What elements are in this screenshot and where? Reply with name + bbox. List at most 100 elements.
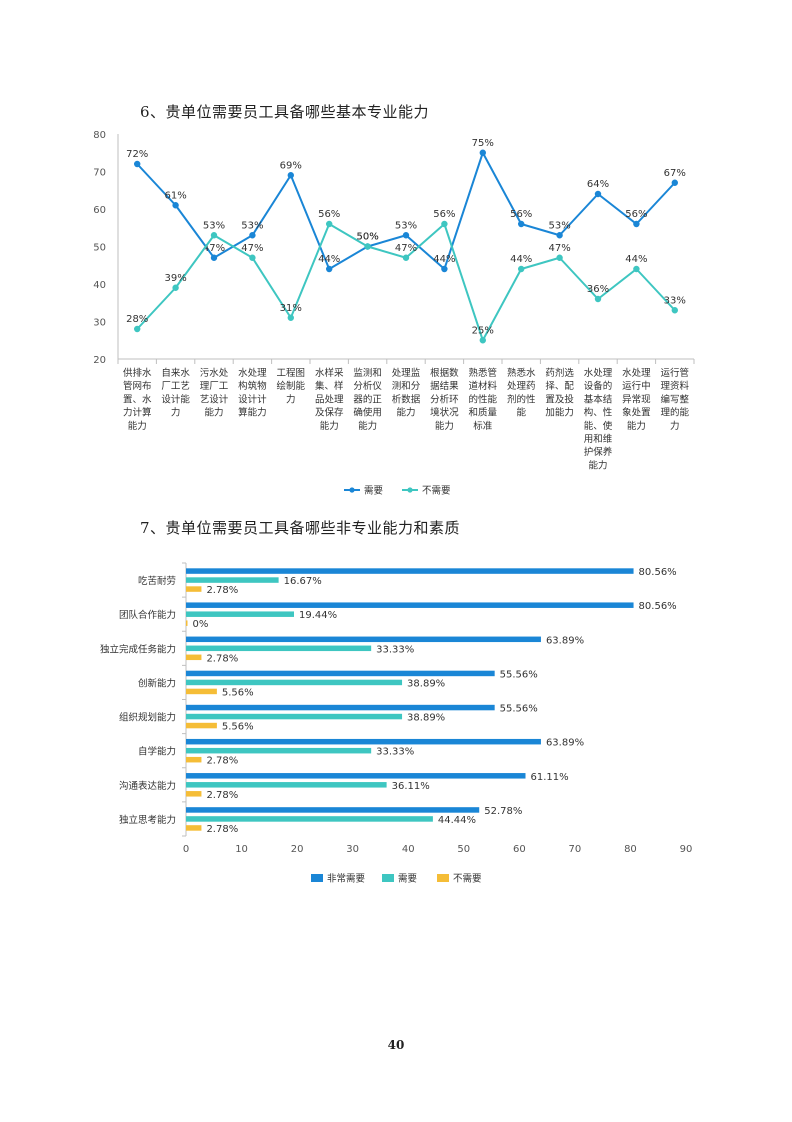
- bar-value-label: 2.78%: [206, 585, 238, 596]
- data-label: 56%: [318, 209, 340, 220]
- category-label: 组织规划能力: [119, 712, 176, 724]
- category-label: 团队合作能力: [119, 609, 176, 621]
- category-label: 吃苦耐劳: [138, 575, 176, 587]
- chart2-title: 7、贵单位需要员工具备哪些非专业能力和素质: [140, 519, 461, 537]
- bar: [186, 586, 202, 592]
- data-point: [402, 232, 410, 239]
- x-category-label: 自来水厂工艺设计能力: [161, 367, 190, 419]
- bar-value-label: 63.89%: [546, 635, 584, 646]
- x-category-label: 工程图绘制能力: [277, 368, 306, 405]
- data-label: 44%: [625, 254, 647, 265]
- x-tick-label: 0: [183, 844, 189, 855]
- data-label: 44%: [433, 254, 455, 265]
- data-point: [287, 314, 294, 321]
- bar: [186, 568, 634, 574]
- data-label: 53%: [203, 220, 225, 231]
- legend-swatch: [311, 874, 323, 882]
- x-category-label: 熟悉管道材料的性能和质量标准: [469, 367, 498, 432]
- data-label: 56%: [510, 209, 532, 220]
- data-label: 44%: [318, 254, 340, 265]
- bar-value-label: 2.78%: [206, 824, 238, 835]
- legend-marker: [407, 487, 413, 493]
- data-point: [633, 220, 640, 228]
- x-category-label: 运行管理资料编写整理的能力: [661, 367, 690, 432]
- bar-value-label: 55.56%: [500, 669, 538, 680]
- data-label: 53%: [395, 220, 417, 231]
- data-point: [172, 202, 179, 209]
- data-point: [326, 220, 333, 228]
- bar-value-label: 36.11%: [392, 781, 430, 792]
- data-point: [134, 325, 141, 333]
- x-category-label: 供排水管网布置、水力计算能力: [123, 367, 152, 432]
- bar-value-label: 80.56%: [639, 601, 677, 612]
- data-label: 56%: [625, 209, 647, 220]
- y-tick-label: 50: [93, 243, 106, 254]
- data-point: [364, 243, 371, 250]
- y-tick-label: 20: [93, 355, 106, 366]
- data-label: 47%: [241, 243, 263, 254]
- bar: [186, 645, 372, 652]
- category-label: 沟通表达能力: [119, 780, 176, 792]
- category-label: 创新能力: [138, 677, 176, 689]
- data-point: [594, 295, 602, 303]
- bar: [186, 773, 526, 779]
- bar-value-label: 44.44%: [438, 815, 476, 826]
- data-label: 64%: [587, 179, 609, 190]
- line-chart-professional-abilities: 20 30 40 50 60 70 80 供排水管网布置、水力计算能力自来水厂工艺设计能力污水…: [93, 130, 695, 497]
- data-label: 47%: [395, 243, 417, 254]
- y-tick-label: 30: [93, 318, 106, 329]
- x-tick-label: 30: [346, 844, 359, 855]
- x-tick-label: 70: [569, 844, 582, 855]
- data-label: 61%: [164, 190, 186, 201]
- bar: [186, 611, 294, 617]
- bar: [186, 679, 403, 686]
- data-label: 25%: [472, 325, 494, 336]
- bar-value-label: 33.33%: [376, 747, 414, 758]
- data-label: 28%: [126, 314, 148, 325]
- data-point: [518, 220, 525, 228]
- bar-value-label: 0%: [193, 619, 209, 630]
- bar: [186, 670, 495, 677]
- data-point: [210, 254, 218, 261]
- y-tick-label: 70: [93, 168, 106, 179]
- y-tick-label: 60: [93, 205, 106, 216]
- x-category-label: 水处理设备的基本结构、性能、使用和维护保养能力: [584, 367, 613, 471]
- data-point: [633, 265, 640, 273]
- bar: [186, 704, 495, 711]
- bar-value-label: 5.56%: [222, 722, 254, 733]
- data-label: 44%: [510, 254, 532, 265]
- bar: [186, 602, 634, 608]
- data-point: [594, 190, 602, 198]
- data-label: 67%: [664, 168, 686, 179]
- x-tick-label: 10: [235, 844, 248, 855]
- bar-value-label: 2.78%: [206, 790, 238, 801]
- x-tick-label: 50: [457, 844, 470, 855]
- data-label: 72%: [126, 149, 148, 160]
- y-tick-label: 80: [93, 130, 106, 141]
- x-tick-label: 80: [624, 844, 637, 855]
- x-tick-label: 20: [291, 844, 304, 855]
- data-label: 69%: [280, 160, 302, 171]
- bar-value-label: 38.89%: [407, 678, 445, 689]
- bar-value-label: 19.44%: [299, 610, 337, 621]
- x-category-label: 处理监测和分析数据能力: [392, 367, 421, 419]
- x-category-label: 水处理运行中异常现象处置能力: [622, 367, 651, 432]
- data-label: 56%: [433, 209, 455, 220]
- data-label: 75%: [472, 138, 494, 149]
- data-label: 47%: [203, 243, 225, 254]
- data-label: 53%: [548, 220, 570, 231]
- data-label: 36%: [587, 284, 609, 295]
- x-category-label: 监测和分析仪器的正确使用能力: [353, 367, 382, 432]
- bar: [186, 738, 541, 745]
- bar: [186, 782, 387, 788]
- data-point: [441, 220, 448, 228]
- bar-value-label: 63.89%: [546, 738, 584, 749]
- bar: [186, 636, 541, 643]
- data-point: [556, 232, 563, 239]
- x-category-label: 水处理构筑物设计计算能力: [238, 367, 267, 419]
- data-point: [326, 265, 333, 273]
- bar-value-label: 2.78%: [206, 653, 238, 664]
- data-label: 39%: [164, 273, 186, 284]
- bar: [186, 791, 202, 797]
